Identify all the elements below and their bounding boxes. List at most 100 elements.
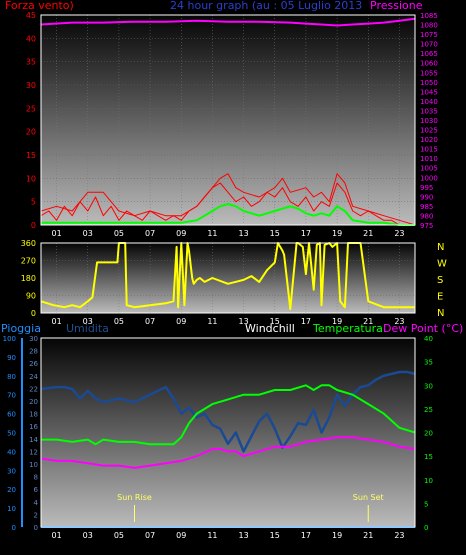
humidity-y-tick-label: 30 [29, 335, 38, 343]
x-tick-label: 13 [238, 531, 248, 540]
rain-y-tick-label: 60 [7, 411, 16, 419]
pressure-axis-title: Pressione [370, 0, 423, 12]
wind-y-tick-label: 40 [26, 34, 36, 43]
pressure-y-tick-label: 1040 [420, 98, 438, 106]
wind-y-tick-label: 20 [26, 128, 36, 137]
x-tick-label: 13 [238, 229, 248, 238]
x-tick-label: 23 [394, 229, 404, 238]
humidity-line [40, 370, 416, 453]
pressure-y-tick-label: 990 [420, 193, 433, 201]
pressure-y-tick-label: 1030 [420, 117, 438, 125]
wind-pressure-chart: Forza vento) 24 hour graph (au : 05 Lugl… [5, 0, 438, 238]
humidity-y-tick-label: 24 [29, 373, 38, 381]
humidity-y-tick-label: 0 [34, 524, 38, 532]
x-tick-label: 11 [207, 531, 217, 540]
x-tick-label: 03 [83, 317, 93, 326]
rain-y-tick-label: 40 [7, 448, 16, 456]
x-tick-label: 09 [176, 531, 186, 540]
wind-y-tick-label: 0 [31, 221, 36, 230]
wind-series [40, 17, 416, 226]
pressure-y-tick-label: 995 [420, 184, 433, 192]
humidity-y-tick-label: 8 [34, 474, 38, 482]
x-tick-label: 19 [332, 531, 342, 540]
pressure-y-tick-label: 1050 [420, 79, 438, 87]
humidity-y-tick-label: 6 [34, 486, 39, 494]
rain-y-tick-label: 100 [3, 335, 16, 343]
wind-axes: 01 03 05 07 09 11 13 15 17 19 21 230510152025303540… [26, 11, 438, 238]
x-tick-label: 05 [114, 531, 124, 540]
rain-y-tick-label: 20 [7, 486, 16, 494]
x-tick-label: 15 [270, 229, 280, 238]
compass-letter: E [437, 292, 443, 303]
wind-axis-title: Forza vento) [5, 0, 74, 12]
pressure-y-tick-label: 1020 [420, 136, 438, 144]
pressure-y-tick-label: 1010 [420, 155, 438, 163]
pressure-y-tick-label: 1055 [420, 69, 438, 77]
humidity-y-tick-label: 2 [34, 511, 38, 519]
x-tick-label: 21 [363, 531, 373, 540]
temperature-y-tick-label: 35 [424, 359, 433, 367]
humidity-y-tick-label: 14 [29, 436, 38, 444]
x-tick-label: 11 [207, 229, 217, 238]
humidity-y-tick-label: 12 [29, 448, 38, 456]
x-tick-label: 09 [176, 229, 186, 238]
temperature-y-tick-label: 30 [424, 382, 433, 390]
compass-letter: S [437, 275, 443, 286]
pressure-y-tick-label: 1005 [420, 165, 438, 173]
rain-axis-title: Pioggia [1, 322, 41, 335]
dewpoint-line [40, 436, 416, 469]
wind-y-tick-label: 45 [26, 11, 36, 20]
x-tick-label: 01 [51, 531, 61, 540]
x-tick-label: 07 [145, 531, 155, 540]
humidity-y-tick-label: 22 [29, 385, 38, 393]
x-tick-label: 09 [176, 317, 186, 326]
x-tick-label: 17 [301, 229, 311, 238]
pressure-y-tick-label: 1025 [420, 127, 438, 135]
temperature-y-tick-label: 0 [424, 524, 428, 532]
wind-y-tick-label: 25 [26, 104, 36, 113]
wind-speed-line [40, 182, 415, 226]
x-tick-label: 05 [114, 317, 124, 326]
rain-y-tick-label: 70 [7, 392, 16, 400]
rain-y-tick-label: 80 [7, 373, 16, 381]
x-tick-label: 07 [145, 317, 155, 326]
direction-y-tick-label: 360 [21, 239, 36, 248]
humidity-y-tick-label: 18 [29, 411, 38, 419]
average-wind-line [41, 203, 415, 226]
temperature-y-tick-label: 20 [424, 430, 433, 438]
pressure-y-tick-label: 1070 [420, 41, 438, 49]
pressure-y-tick-label: 975 [420, 222, 433, 230]
humidity-axis-title: Umidita [66, 322, 109, 335]
gust-line [40, 173, 416, 226]
pressure-y-tick-label: 1045 [420, 88, 438, 96]
rain-y-tick-label: 50 [7, 430, 16, 438]
humidity-y-tick-label: 16 [29, 423, 38, 431]
pressure-y-tick-label: 1000 [420, 174, 438, 182]
x-tick-label: 01 [51, 317, 61, 326]
humidity-y-tick-label: 26 [29, 360, 38, 368]
dewpoint-legend: Dew Point (°C) [383, 322, 463, 335]
rain-y-tick-label: 90 [7, 354, 16, 362]
x-tick-label: 23 [394, 531, 404, 540]
x-tick-label: 01 [51, 229, 61, 238]
rain-y-tick-label: 30 [7, 467, 16, 475]
pressure-y-tick-label: 980 [420, 212, 433, 220]
sun-event-label: Sun Set [353, 493, 384, 502]
rain-y-tick-label: 0 [12, 524, 16, 532]
windchill-legend: Windchill [245, 322, 295, 335]
direction-y-tick-label: 90 [26, 292, 36, 301]
chart-title: 24 hour graph (au : 05 Luglio 2013 [170, 0, 362, 12]
humidity-y-tick-label: 10 [29, 461, 38, 469]
compass-letter: N [437, 308, 444, 319]
x-tick-label: 21 [363, 229, 373, 238]
x-tick-label: 15 [270, 531, 280, 540]
x-tick-label: 17 [301, 317, 311, 326]
pressure-y-tick-label: 1065 [420, 50, 438, 58]
temperature-y-tick-label: 25 [424, 406, 433, 414]
temperature-y-tick-label: 10 [424, 477, 433, 485]
x-tick-label: 13 [238, 317, 248, 326]
x-tick-label: 19 [332, 229, 342, 238]
